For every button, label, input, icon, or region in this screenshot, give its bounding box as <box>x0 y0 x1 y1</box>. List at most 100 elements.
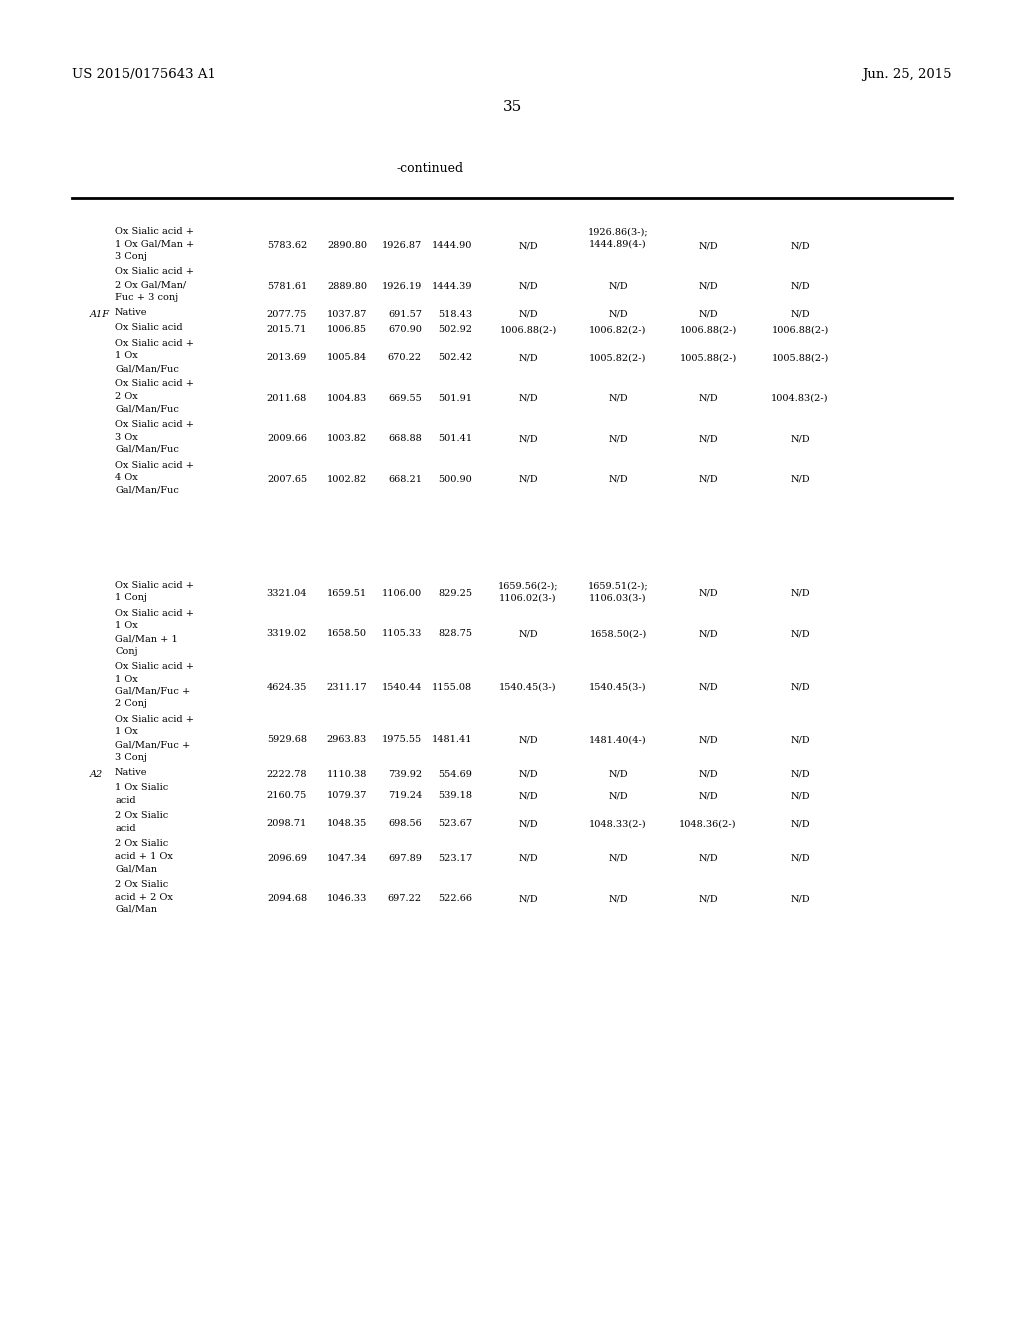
Text: 670.22: 670.22 <box>388 354 422 362</box>
Text: Ox Sialic acid +: Ox Sialic acid + <box>115 609 194 618</box>
Text: 3319.02: 3319.02 <box>266 630 307 639</box>
Text: Gal/Man + 1: Gal/Man + 1 <box>115 634 178 643</box>
Text: 1658.50(2-): 1658.50(2-) <box>590 630 646 639</box>
Text: 2 Ox Sialic: 2 Ox Sialic <box>115 840 168 849</box>
Text: Conj: Conj <box>115 647 137 656</box>
Text: 1540.45(3-): 1540.45(3-) <box>589 682 647 692</box>
Text: Gal/Man: Gal/Man <box>115 865 157 874</box>
Text: N/D: N/D <box>698 434 718 444</box>
Text: 2007.65: 2007.65 <box>267 475 307 483</box>
Text: N/D: N/D <box>791 589 810 598</box>
Text: Native: Native <box>115 308 147 317</box>
Text: N/D: N/D <box>608 854 628 863</box>
Text: 1005.88(2-): 1005.88(2-) <box>771 354 828 362</box>
Text: 1926.87: 1926.87 <box>382 242 422 251</box>
Text: Gal/Man/Fuc: Gal/Man/Fuc <box>115 364 179 374</box>
Text: 1 Ox Sialic: 1 Ox Sialic <box>115 784 168 792</box>
Text: 739.92: 739.92 <box>388 770 422 779</box>
Text: N/D: N/D <box>518 310 538 318</box>
Text: N/D: N/D <box>608 393 628 403</box>
Text: N/D: N/D <box>518 630 538 639</box>
Text: Native: Native <box>115 768 147 777</box>
Text: N/D: N/D <box>518 770 538 779</box>
Text: 4 Ox: 4 Ox <box>115 473 138 482</box>
Text: N/D: N/D <box>791 475 810 483</box>
Text: 500.90: 500.90 <box>438 475 472 483</box>
Text: N/D: N/D <box>791 242 810 251</box>
Text: 501.41: 501.41 <box>438 434 472 444</box>
Text: N/D: N/D <box>791 735 810 744</box>
Text: 2011.68: 2011.68 <box>266 393 307 403</box>
Text: 2 Ox Sialic: 2 Ox Sialic <box>115 880 168 888</box>
Text: -continued: -continued <box>396 162 464 176</box>
Text: 2160.75: 2160.75 <box>266 792 307 800</box>
Text: N/D: N/D <box>791 894 810 903</box>
Text: N/D: N/D <box>518 894 538 903</box>
Text: Ox Sialic acid +: Ox Sialic acid + <box>115 420 194 429</box>
Text: N/D: N/D <box>791 770 810 779</box>
Text: 1926.19: 1926.19 <box>382 281 422 290</box>
Text: 691.57: 691.57 <box>388 310 422 318</box>
Text: 1079.37: 1079.37 <box>327 792 367 800</box>
Text: N/D: N/D <box>608 434 628 444</box>
Text: acid: acid <box>115 796 135 805</box>
Text: 1540.45(3-): 1540.45(3-) <box>500 682 557 692</box>
Text: Gal/Man/Fuc +: Gal/Man/Fuc + <box>115 686 190 696</box>
Text: 697.89: 697.89 <box>388 854 422 863</box>
Text: 1 Conj: 1 Conj <box>115 594 147 602</box>
Text: N/D: N/D <box>608 281 628 290</box>
Text: Jun. 25, 2015: Jun. 25, 2015 <box>862 69 952 81</box>
Text: 1444.89(4-): 1444.89(4-) <box>589 239 647 248</box>
Text: N/D: N/D <box>698 281 718 290</box>
Text: 523.67: 523.67 <box>438 820 472 829</box>
Text: A1F: A1F <box>90 310 110 318</box>
Text: 829.25: 829.25 <box>438 589 472 598</box>
Text: 1006.85: 1006.85 <box>327 325 367 334</box>
Text: 1048.33(2-): 1048.33(2-) <box>589 820 647 829</box>
Text: 2077.75: 2077.75 <box>266 310 307 318</box>
Text: 1105.33: 1105.33 <box>382 630 422 639</box>
Text: 1004.83: 1004.83 <box>327 393 367 403</box>
Text: 1003.82: 1003.82 <box>327 434 367 444</box>
Text: Gal/Man/Fuc: Gal/Man/Fuc <box>115 404 179 413</box>
Text: 2963.83: 2963.83 <box>327 735 367 744</box>
Text: 1006.88(2-): 1006.88(2-) <box>500 325 557 334</box>
Text: N/D: N/D <box>791 434 810 444</box>
Text: N/D: N/D <box>698 393 718 403</box>
Text: 2889.80: 2889.80 <box>327 281 367 290</box>
Text: Ox Sialic acid +: Ox Sialic acid + <box>115 268 194 276</box>
Text: N/D: N/D <box>698 242 718 251</box>
Text: 1926.86(3-);: 1926.86(3-); <box>588 227 648 236</box>
Text: 2015.71: 2015.71 <box>266 325 307 334</box>
Text: N/D: N/D <box>698 792 718 800</box>
Text: 523.17: 523.17 <box>437 854 472 863</box>
Text: Gal/Man/Fuc: Gal/Man/Fuc <box>115 486 179 495</box>
Text: 1444.90: 1444.90 <box>432 242 472 251</box>
Text: 1048.36(2-): 1048.36(2-) <box>679 820 736 829</box>
Text: Ox Sialic acid +: Ox Sialic acid + <box>115 461 194 470</box>
Text: 501.91: 501.91 <box>438 393 472 403</box>
Text: N/D: N/D <box>791 310 810 318</box>
Text: 668.21: 668.21 <box>388 475 422 483</box>
Text: 1444.39: 1444.39 <box>431 281 472 290</box>
Text: 2013.69: 2013.69 <box>266 354 307 362</box>
Text: 698.56: 698.56 <box>388 820 422 829</box>
Text: 1046.33: 1046.33 <box>327 894 367 903</box>
Text: Ox Sialic acid: Ox Sialic acid <box>115 323 182 333</box>
Text: 1 Ox: 1 Ox <box>115 622 138 631</box>
Text: N/D: N/D <box>791 682 810 692</box>
Text: 502.92: 502.92 <box>438 325 472 334</box>
Text: N/D: N/D <box>608 310 628 318</box>
Text: 1 Ox: 1 Ox <box>115 675 138 684</box>
Text: acid + 1 Ox: acid + 1 Ox <box>115 851 173 861</box>
Text: N/D: N/D <box>698 682 718 692</box>
Text: 719.24: 719.24 <box>388 792 422 800</box>
Text: N/D: N/D <box>698 735 718 744</box>
Text: 1106.02(3-): 1106.02(3-) <box>500 594 557 602</box>
Text: 2098.71: 2098.71 <box>266 820 307 829</box>
Text: 2 Ox: 2 Ox <box>115 392 138 401</box>
Text: 697.22: 697.22 <box>388 894 422 903</box>
Text: 1047.34: 1047.34 <box>327 854 367 863</box>
Text: 1659.56(2-);: 1659.56(2-); <box>498 581 558 590</box>
Text: 1004.83(2-): 1004.83(2-) <box>771 393 828 403</box>
